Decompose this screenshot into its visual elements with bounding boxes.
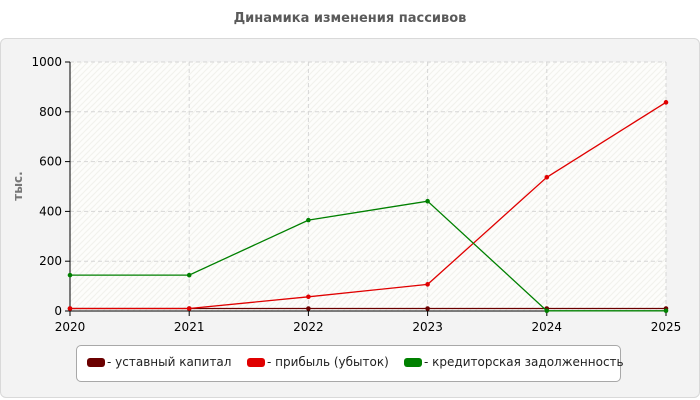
x-tick-label: 2021: [174, 320, 205, 334]
legend-item: - кредиторская задолженность: [404, 355, 624, 369]
data-point: [663, 100, 669, 105]
legend-item: - прибыль (убыток): [247, 355, 389, 369]
legend-swatch-icon: [247, 357, 265, 367]
data-point: [425, 198, 430, 204]
x-tick-label: 2025: [651, 320, 682, 334]
data-point: [663, 308, 669, 314]
data-point: [544, 308, 550, 314]
series-line-2: [70, 200, 666, 312]
data-point: [425, 306, 430, 311]
data-point: [306, 294, 311, 300]
y-tick-label: 0: [54, 304, 62, 318]
legend-swatch-icon: [87, 357, 105, 367]
legend-label: - уставный капитал: [107, 355, 232, 369]
data-point: [186, 272, 192, 278]
data-point: [306, 306, 311, 311]
data-point: [306, 217, 311, 223]
legend-swatch-icon: [404, 357, 422, 367]
y-tick-label: 1000: [31, 55, 62, 69]
plot-area: [70, 62, 666, 311]
series-line-1: [70, 101, 667, 310]
y-axis-label: тыс.: [11, 171, 25, 200]
y-tick-label: 400: [39, 204, 62, 218]
x-tick-label: 2022: [293, 320, 324, 334]
data-point: [544, 174, 550, 180]
x-tick-label: 2023: [412, 320, 443, 334]
chart-title: Динамика изменения пассивов: [233, 11, 467, 26]
legend-label: - прибыль (убыток): [267, 355, 389, 369]
chart-legend: - уставный капитал - прибыль (убыток) - …: [76, 345, 624, 382]
data-point: [425, 282, 430, 287]
y-tick-label: 200: [39, 254, 62, 268]
legend-label: - кредиторская задолженность: [424, 355, 624, 369]
y-tick-label: 600: [39, 155, 62, 169]
x-tick-label: 2024: [532, 320, 563, 334]
x-tick-label: 2020: [55, 320, 86, 334]
data-point: [67, 306, 73, 311]
y-tick-label: 800: [39, 105, 62, 119]
legend-item: - уставный капитал: [87, 355, 231, 369]
data-point: [186, 306, 192, 311]
data-point: [67, 272, 73, 278]
